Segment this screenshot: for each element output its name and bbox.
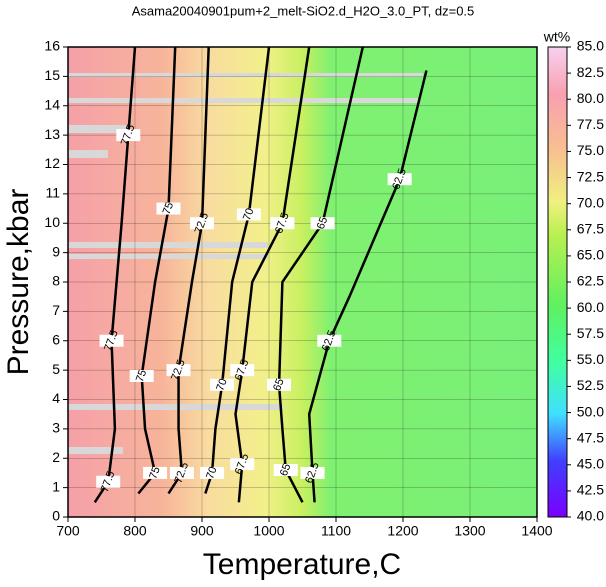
x-axis-label: Temperature,C <box>203 548 401 581</box>
colorbar-tick-label: 82.5 <box>577 64 604 80</box>
contour-label-bg <box>300 466 325 479</box>
gaps <box>68 73 423 454</box>
contour-label: 75 <box>161 201 176 217</box>
y-tick-label: 12 <box>44 155 60 171</box>
colorbar-tick-label: 42.5 <box>577 482 604 498</box>
colorbar-tick-label: 72.5 <box>577 168 604 184</box>
x-tick-label: 1100 <box>321 523 351 539</box>
y-tick-label: 0 <box>52 508 60 524</box>
x-tick-label: 700 <box>56 523 80 539</box>
contour-label-bg <box>143 466 168 479</box>
contour-label: 65 <box>278 462 293 478</box>
contour-label: 65 <box>271 377 286 393</box>
contour-label: 65 <box>315 215 330 231</box>
colorbar-tick-label: 65.0 <box>577 247 604 263</box>
y-tick-label: 6 <box>52 331 60 347</box>
colorbar <box>547 46 568 518</box>
y-tick-label: 10 <box>44 214 60 230</box>
contour-label-bg <box>129 370 154 382</box>
contour-label-bg <box>310 217 335 230</box>
plot-frame <box>67 46 538 518</box>
colorbar-tick-label: 75.0 <box>577 142 604 158</box>
y-tick-label: 5 <box>52 361 60 377</box>
colorbar-tick-label: 40.0 <box>577 508 604 524</box>
contour-label: 75 <box>147 465 162 481</box>
contour-label-bg <box>190 217 214 230</box>
y-tick-label: 2 <box>52 449 60 465</box>
contour-label-bg <box>236 208 261 221</box>
contour-label-bg <box>210 378 235 391</box>
colorbar-tick-label: 60.0 <box>577 299 604 315</box>
y-tick-label: 14 <box>44 96 60 112</box>
colorbar-tick-label: 52.5 <box>577 377 604 393</box>
contour-label-bg <box>156 202 181 215</box>
y-tick-label: 9 <box>52 243 60 259</box>
x-tick-label: 1400 <box>521 523 552 539</box>
contour-label-bg <box>99 334 124 347</box>
y-axis-label: Pressure,kbar <box>2 189 35 376</box>
y-tick-label: 7 <box>52 302 60 318</box>
y-tick-label: 16 <box>44 38 60 54</box>
colorbar-label: wt% <box>543 29 570 45</box>
colorbar-tick-label: 55.0 <box>577 351 604 367</box>
contour-label-bg <box>166 364 191 377</box>
contour-label-bg <box>387 173 412 186</box>
contour-label: 70 <box>241 207 256 223</box>
contour-label-bg <box>270 217 295 230</box>
colorbar-tick-label: 80.0 <box>577 90 604 106</box>
contour-label: 75 <box>134 368 149 384</box>
colorbar-tick-label: 77.5 <box>577 116 604 132</box>
colorbar-tick-label: 85.0 <box>577 38 604 54</box>
colorbar-tick-label: 47.5 <box>577 429 604 445</box>
y-tick-label: 13 <box>44 126 60 142</box>
contour-label-bg <box>200 466 225 479</box>
contour-label-bg <box>169 466 194 479</box>
colorbar-tick-label: 70.0 <box>577 194 604 210</box>
y-tick-label: 4 <box>52 390 60 406</box>
x-tick-label: 1200 <box>387 523 418 539</box>
colorbar-tick-label: 62.5 <box>577 273 604 289</box>
colorbar-tick-label: 67.5 <box>577 220 604 236</box>
contour-label-bg <box>273 464 298 476</box>
x-tick-label: 900 <box>190 523 214 539</box>
x-tick-label: 1000 <box>253 523 284 539</box>
contour-label: 70 <box>204 465 219 481</box>
colorbar-tick-label: 57.5 <box>577 325 604 341</box>
chart-title: Asama20040901pum+2_melt-SiO2.d_H2O_3.0_P… <box>132 3 475 18</box>
x-tick-label: 800 <box>123 523 147 539</box>
y-tick-label: 3 <box>52 420 60 436</box>
contour-label-bg <box>96 475 121 488</box>
y-tick-label: 11 <box>45 185 60 201</box>
y-tick-label: 15 <box>44 67 60 83</box>
contour-label-bg <box>230 458 255 471</box>
y-tick-label: 1 <box>52 478 60 494</box>
colorbar-tick-label: 50.0 <box>577 403 604 419</box>
contour-label-bg <box>230 364 255 377</box>
contour-label-bg <box>267 378 292 391</box>
contour-label: 70 <box>214 377 229 393</box>
contour-label-bg <box>116 129 141 142</box>
contour-label-bg <box>317 334 342 347</box>
colorbar-tick-label: 45.0 <box>577 455 604 471</box>
x-tick-label: 1300 <box>454 523 485 539</box>
y-tick-label: 8 <box>52 273 60 289</box>
